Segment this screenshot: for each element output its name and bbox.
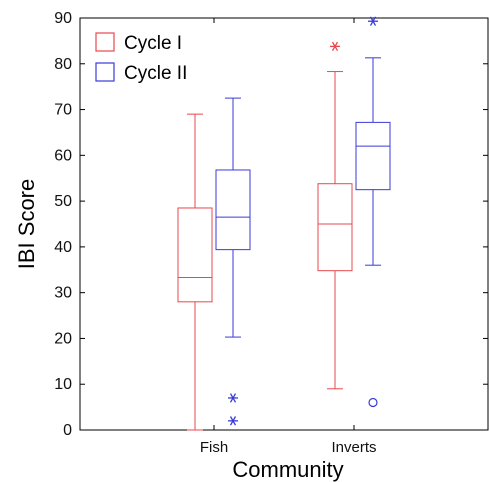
y-axis: 0 10 20 30 40 50 60 70 80 90 <box>54 10 488 439</box>
y-tick-label: 40 <box>54 239 72 256</box>
outlier-asterisk <box>330 41 340 52</box>
asterisk-stroke <box>369 16 377 26</box>
legend-swatch <box>95 32 115 52</box>
y-tick-label: 70 <box>54 102 72 119</box>
y-tick-label: 50 <box>54 193 72 210</box>
y-axis-title: IBI Score <box>14 179 39 269</box>
y-tick-label: 10 <box>54 376 72 393</box>
legend: Cycle I Cycle II <box>95 32 187 84</box>
box-fish-2 <box>215 97 251 426</box>
x-category-label: Inverts <box>331 439 376 456</box>
outlier-asterisk <box>228 393 238 403</box>
outlier-asterisk <box>228 416 238 426</box>
legend-label: Cycle II <box>124 63 187 84</box>
plot-area-frame <box>79 17 489 431</box>
y-tick-label: 20 <box>54 330 72 347</box>
y-tick-label: 0 <box>63 422 72 439</box>
box-iqr <box>177 207 213 303</box>
box-iqr <box>215 169 251 251</box>
y-tick-label: 80 <box>54 56 72 73</box>
box-fish-1 <box>177 113 213 431</box>
y-tick-label: 30 <box>54 285 72 302</box>
legend-swatch <box>95 62 115 82</box>
outlier-circle <box>368 397 378 408</box>
box-groups <box>177 16 391 431</box>
asterisk-stroke <box>229 416 237 426</box>
x-axis: Fish Inverts <box>200 18 377 456</box>
box-inverts-2 <box>355 16 391 408</box>
box-iqr <box>355 121 391 191</box>
y-tick-label: 90 <box>54 10 72 27</box>
asterisk-stroke <box>331 41 339 52</box>
legend-label: Cycle I <box>124 33 182 54</box>
x-axis-title: Community <box>232 457 343 482</box>
box-iqr <box>317 183 353 272</box>
asterisk-stroke <box>229 393 237 403</box>
outlier-asterisk <box>368 16 378 26</box>
x-category-label: Fish <box>200 439 228 456</box>
box-inverts-1 <box>317 41 353 390</box>
y-tick-label: 60 <box>54 147 72 164</box>
